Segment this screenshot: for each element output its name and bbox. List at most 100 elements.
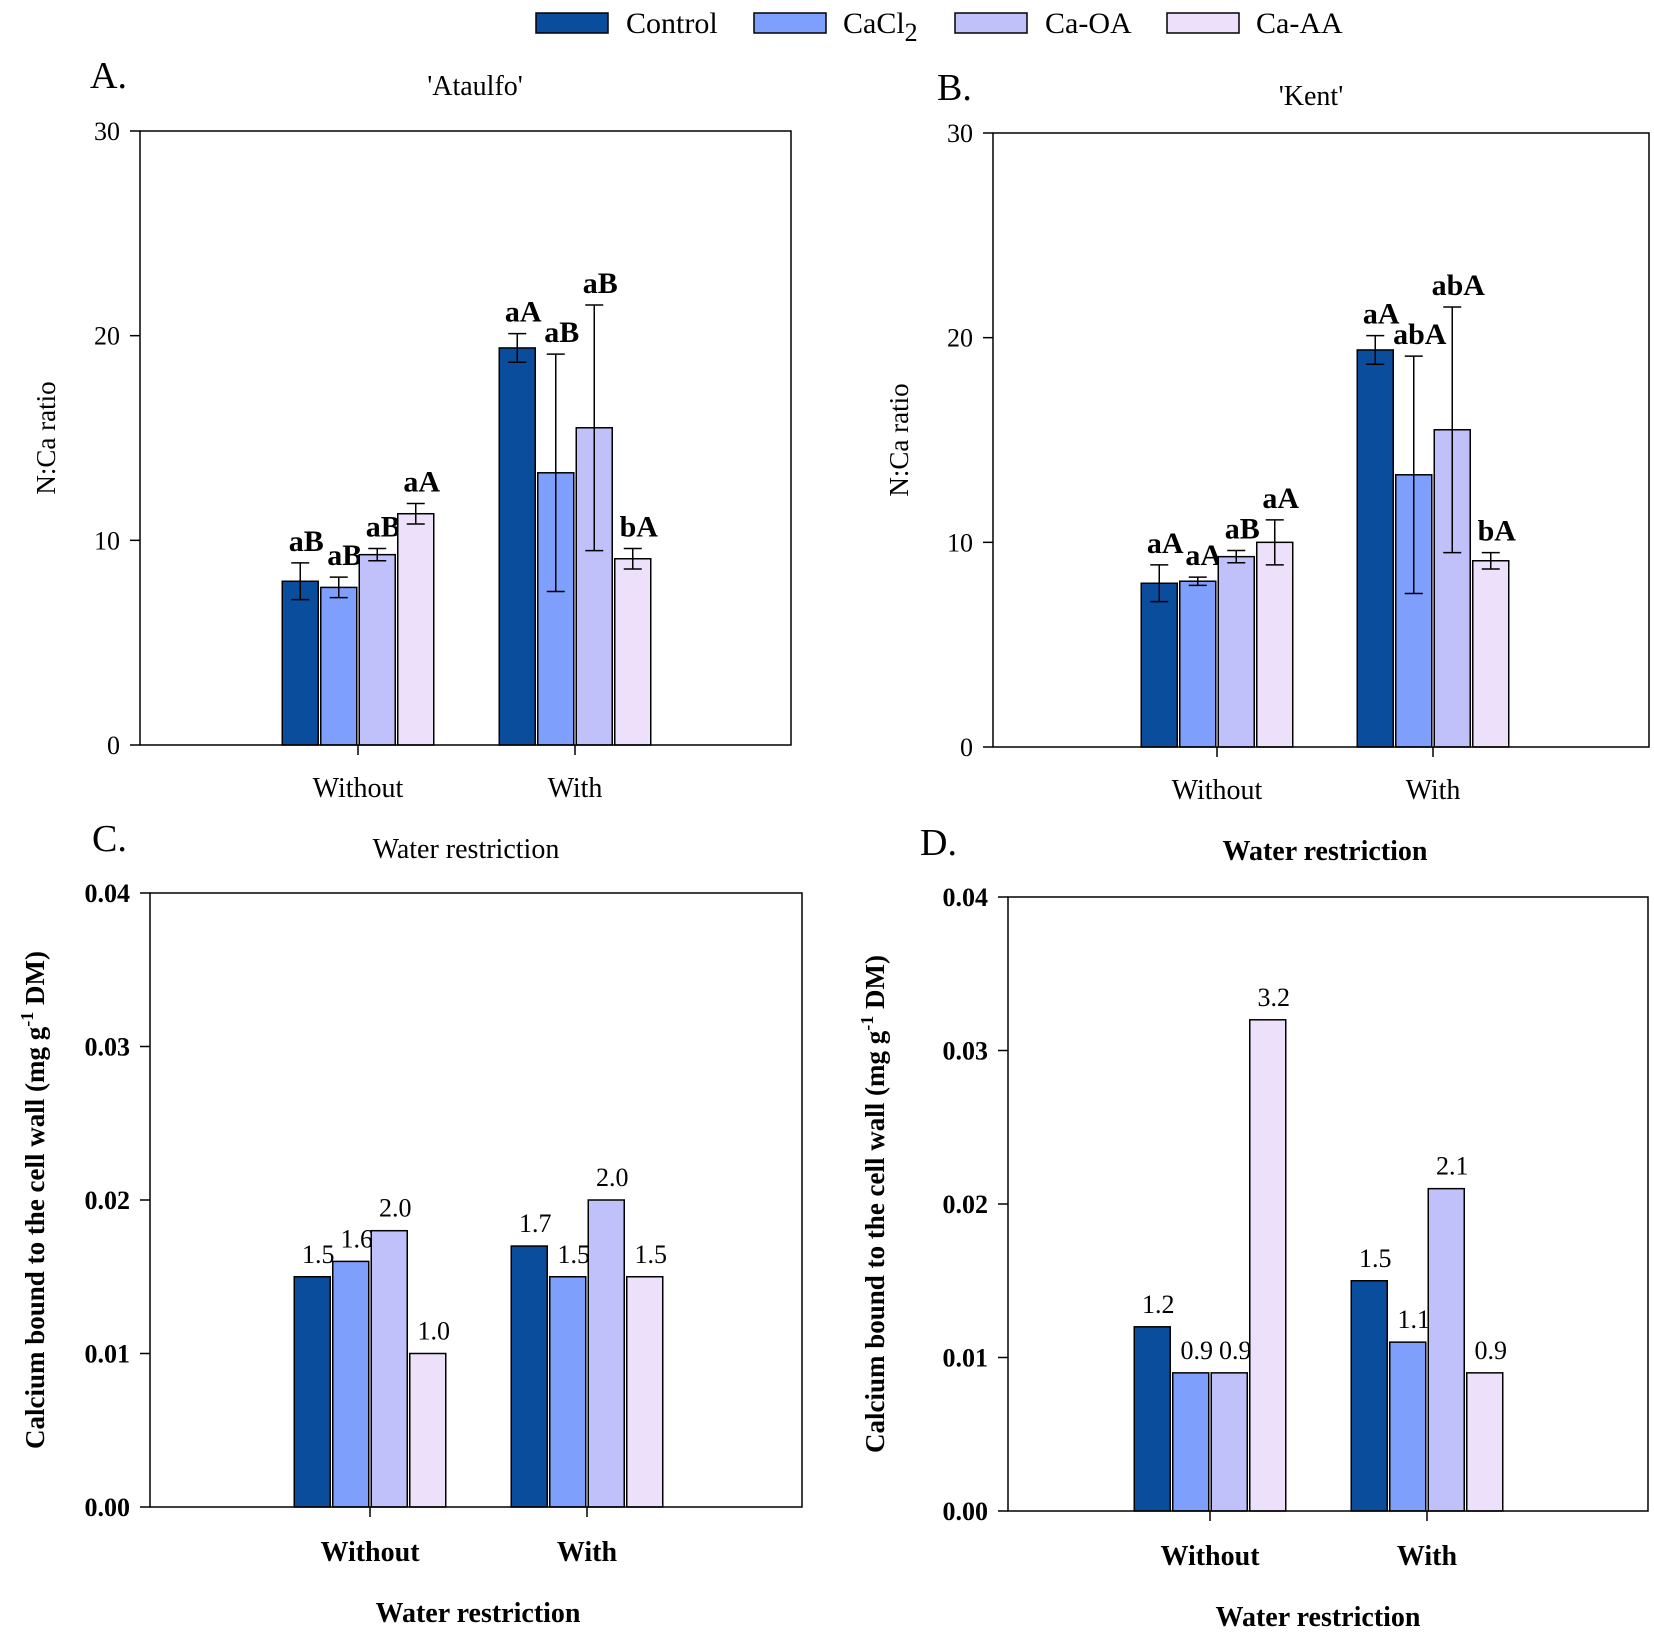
error-bar-ca-aa-with [1481, 551, 1500, 570]
x-tick-label-with: With [557, 1537, 618, 1568]
data-label-ca-aa-with: 1.5 [635, 1240, 668, 1269]
legend-swatch [954, 12, 1028, 34]
error-bar-cacl2-without [329, 576, 348, 599]
y-tick-label: 0.01 [85, 1340, 131, 1369]
error-bar-ca-oa-with [585, 304, 604, 552]
data-label-control-without: aA [1147, 527, 1184, 560]
data-label-ca-oa-without: aB [366, 511, 401, 544]
data-label-ca-aa-with: bA [1478, 515, 1517, 548]
bar-ca-aa-with [1472, 560, 1510, 748]
data-label-control-with: aA [505, 296, 542, 329]
data-label-ca-oa-without: aB [1225, 513, 1260, 546]
bar-control-without [293, 1276, 331, 1508]
y-tick-label: 20 [947, 324, 973, 353]
data-label-control-without: 1.5 [302, 1240, 335, 1269]
bar-cacl2-without [320, 586, 358, 746]
error-bar-ca-aa-with [623, 547, 642, 570]
data-label-control-with: 1.7 [519, 1209, 552, 1238]
y-tick-label: 0.02 [85, 1186, 131, 1215]
panel-b: B. 'Kent'aAaAaAabAaBabAaAbA0102030Without… [884, 67, 1650, 867]
y-tick-label: 0.00 [85, 1493, 131, 1522]
y-tick-label: 10 [94, 526, 120, 555]
data-label-ca-oa-without: 0.9 [1219, 1336, 1252, 1365]
bar-ca-oa-without [358, 553, 396, 746]
legend: Control CaCl2 Ca-OA Ca-AA [535, 7, 1343, 47]
error-bar-control-with [1366, 334, 1385, 366]
x-axis-label: Water restriction [373, 834, 560, 865]
y-tick-label: 0.02 [943, 1190, 989, 1219]
data-label-ca-oa-with: 2.1 [1436, 1152, 1469, 1181]
data-label-ca-aa-without: aA [403, 465, 440, 498]
plot-frame [139, 130, 792, 746]
error-bar-ca-aa-without [1265, 519, 1284, 566]
data-label-ca-oa-with: abA [1432, 269, 1486, 302]
y-tick-label: 20 [94, 322, 120, 351]
x-tick-label-with: With [548, 773, 603, 804]
legend-swatch [753, 12, 827, 34]
panel-title: 'Ataulfo' [427, 71, 523, 102]
x-tick-label-without: Without [313, 773, 404, 804]
data-label-cacl2-without: aA [1185, 539, 1222, 572]
data-label-cacl2-with: abA [1393, 318, 1447, 351]
bar-ca-oa-with [1427, 1187, 1465, 1512]
bar-control-with [1350, 1280, 1388, 1512]
bar-ca-oa-without [1217, 555, 1255, 748]
y-tick-label: 10 [947, 528, 973, 557]
bar-ca-aa-with [1466, 1372, 1504, 1512]
data-label-cacl2-without: 0.9 [1181, 1336, 1214, 1365]
data-label-cacl2-with: 1.5 [558, 1240, 591, 1269]
x-tick-label-with: With [1406, 775, 1461, 806]
bar-cacl2-with [1389, 1341, 1427, 1512]
plot-frame [1007, 896, 1649, 1512]
bar-cacl2-with [549, 1276, 587, 1508]
bar-ca-aa-without [1249, 1019, 1287, 1512]
data-label-ca-aa-with: bA [620, 511, 659, 544]
bar-control-with [510, 1245, 548, 1508]
y-tick-label: 0.00 [943, 1497, 989, 1526]
legend-label: CaCl2 [843, 7, 918, 47]
x-axis-label: Water restriction [1222, 836, 1427, 867]
legend-item-control: Control [535, 7, 718, 40]
plot-frame [992, 132, 1650, 748]
x-axis-label: Water restriction [1215, 1602, 1420, 1633]
data-label-ca-aa-without: 1.0 [418, 1317, 451, 1346]
data-label-cacl2-with: 1.1 [1398, 1305, 1431, 1334]
bar-ca-oa-with [587, 1199, 625, 1508]
x-tick-label-without: Without [1160, 1541, 1260, 1572]
data-label-ca-oa-without: 2.0 [379, 1194, 412, 1223]
data-label-ca-aa-without: 3.2 [1258, 983, 1291, 1012]
bar-ca-aa-without [409, 1352, 447, 1508]
panel-c: C.1.51.71.61.52.02.01.01.50.000.010.020.… [17, 818, 803, 1629]
y-tick-label: 0 [107, 731, 120, 760]
bar-cacl2-without [1172, 1372, 1210, 1512]
error-bar-ca-aa-without [406, 502, 425, 525]
error-bar-ca-oa-without [368, 547, 387, 562]
y-tick-label: 0.03 [85, 1033, 131, 1062]
data-label-ca-oa-with: aB [583, 267, 618, 300]
data-label-cacl2-without: 1.6 [341, 1224, 374, 1253]
y-tick-label: 0.03 [943, 1037, 989, 1066]
panel-letter: D. [920, 822, 957, 864]
bar-control-with [1356, 349, 1394, 748]
error-bar-control-with [508, 332, 527, 364]
bar-cacl2-without [1179, 580, 1217, 748]
y-tick-label: 0.04 [943, 883, 989, 912]
legend-label: Ca-OA [1045, 7, 1132, 40]
y-tick-label: 30 [94, 117, 120, 146]
legend-label: Ca-AA [1256, 7, 1343, 40]
bar-ca-aa-without [397, 512, 435, 746]
data-label-ca-aa-with: 0.9 [1475, 1336, 1508, 1365]
legend-item-ca-oa: Ca-OA [954, 7, 1132, 40]
error-bar-control-without [291, 562, 310, 601]
error-bar-ca-oa-with [1443, 306, 1462, 554]
bar-ca-aa-without [1256, 541, 1294, 748]
panels: A. 'Ataulfo'aBaAaBaBaBaBaAbA0102030Withou… [17, 55, 1650, 1633]
panel-letter: C. [92, 818, 127, 860]
bar-control-with [498, 347, 536, 746]
bar-ca-aa-with [626, 1276, 664, 1508]
bar-ca-oa-without [370, 1229, 408, 1508]
x-tick-label-with: With [1397, 1541, 1458, 1572]
panel-title: 'Kent' [1279, 81, 1344, 112]
x-tick-label-without: Without [320, 1537, 420, 1568]
